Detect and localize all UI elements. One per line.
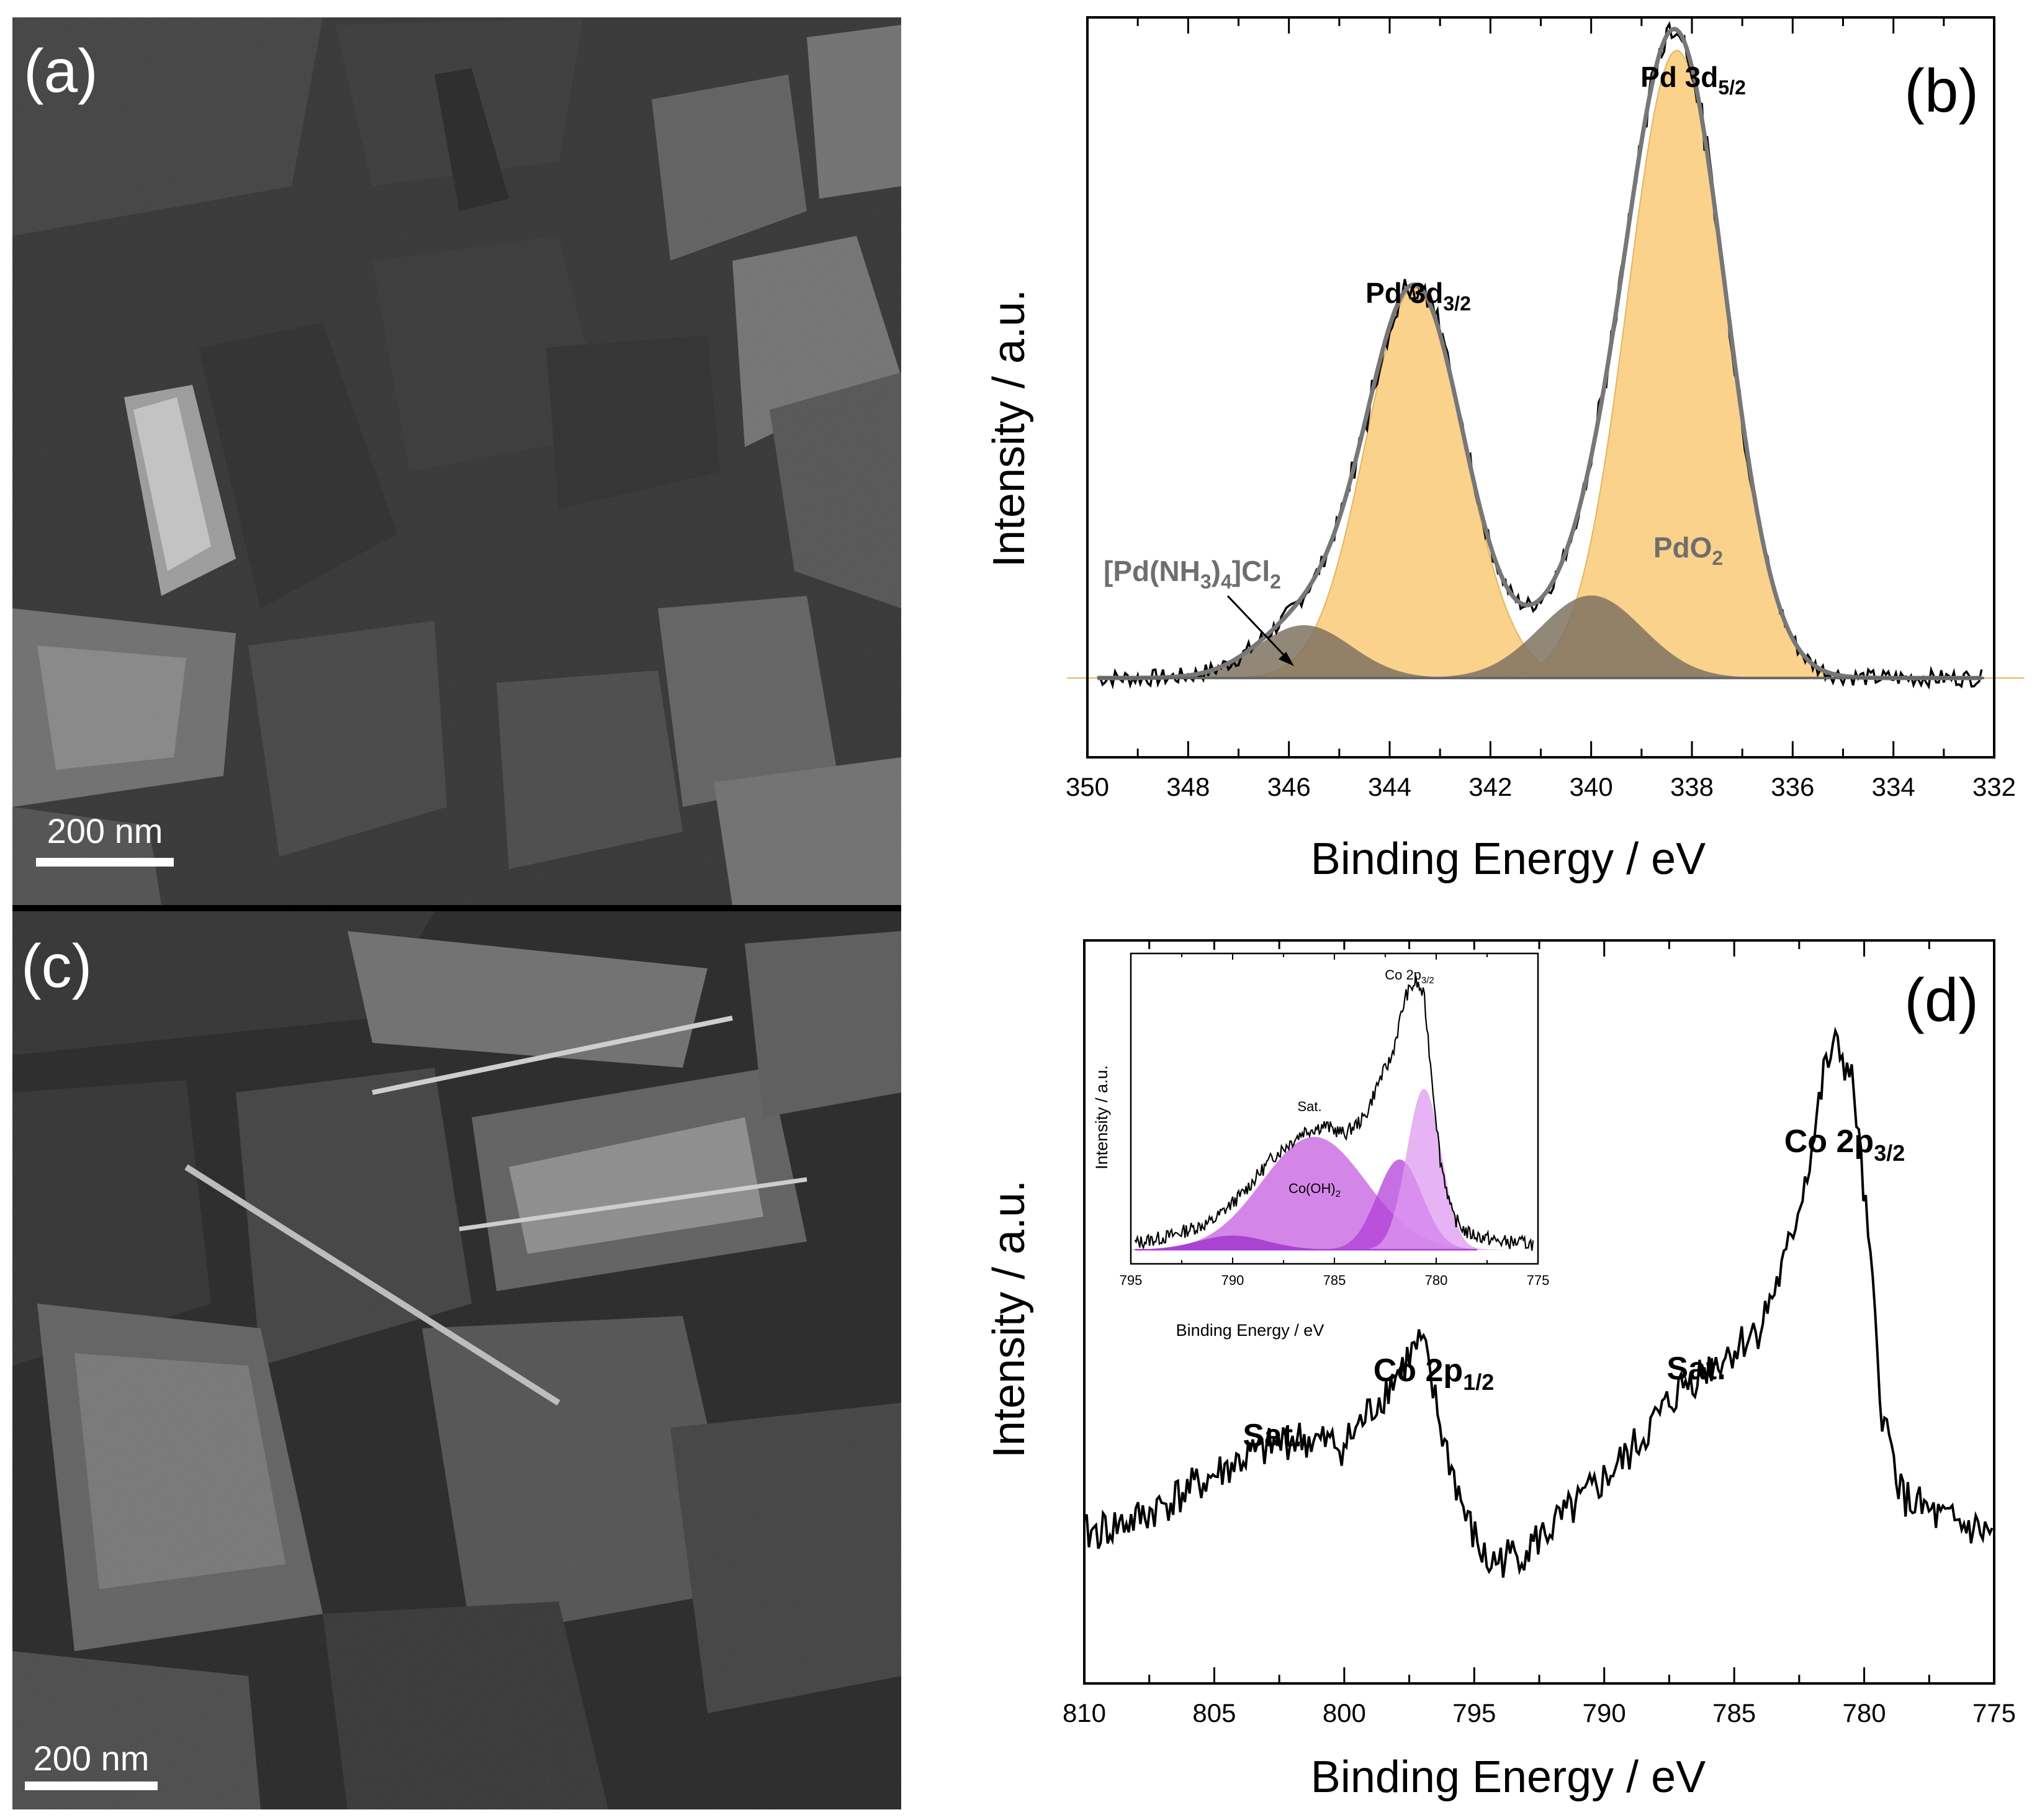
d-inset-component-fills bbox=[1131, 1089, 1538, 1250]
d-inset-label-cooh2: Co(OH)2 bbox=[1288, 1181, 1341, 1199]
d-x-tick-label: 785 bbox=[1712, 1698, 1756, 1728]
d-label-sat-left: Sat. bbox=[1243, 1418, 1302, 1454]
d-inset-x-tick-label: 780 bbox=[1425, 1273, 1448, 1288]
panel-label-d: (d) bbox=[1904, 966, 1979, 1034]
b-component-peak bbox=[971, 625, 1637, 678]
panel-label-b: (b) bbox=[1904, 56, 1979, 125]
d-inset-component-peak bbox=[1241, 1159, 1538, 1250]
d-x-axis-label: Binding Energy / eV bbox=[1311, 1752, 1706, 1802]
b-complex-arrowhead bbox=[1279, 652, 1294, 666]
chart-b: 350 348 346 344 342 340 338 336 334 332 (b) Pd 3d… bbox=[971, 16, 2025, 884]
b-label-pdo2: PdO2 bbox=[1653, 531, 1723, 569]
d-x-tick-label: 810 bbox=[1063, 1698, 1106, 1728]
b-x-tick-label: 336 bbox=[1771, 772, 1814, 801]
b-x-tick-label: 340 bbox=[1570, 772, 1613, 801]
b-label-pd3d52: Pd 3d5/2 bbox=[1640, 61, 1746, 99]
b-x-tick-label: 346 bbox=[1267, 772, 1311, 801]
d-x-ticks: 810 805 800 795 790 785 780 775 bbox=[1063, 940, 2016, 1728]
panel-label-a: (a) bbox=[24, 37, 98, 105]
b-x-ticks: 350 348 346 344 342 340 338 336 334 332 bbox=[1066, 17, 2016, 801]
b-x-tick-label: 344 bbox=[1368, 772, 1411, 801]
d-inset-component-peak bbox=[1131, 1235, 1477, 1250]
b-fit-envelope bbox=[1097, 27, 1982, 680]
scale-bar-label-c: 200 nm bbox=[34, 1739, 150, 1778]
b-x-tick-label: 350 bbox=[1066, 772, 1109, 801]
d-inset-label-co2p32: Co 2p3/2 bbox=[1385, 967, 1434, 986]
b-complex-arrow-line bbox=[1226, 595, 1288, 659]
d-inset-x-tick-label: 785 bbox=[1323, 1273, 1346, 1288]
panel-divider bbox=[12, 905, 901, 911]
d-x-tick-label: 780 bbox=[1843, 1698, 1886, 1728]
d-label-co2p32: Co 2p3/2 bbox=[1784, 1124, 1905, 1166]
sem-image-c: (c) 200 nm bbox=[12, 911, 901, 1809]
d-inset-x-axis-label: Binding Energy / eV bbox=[1176, 1321, 1324, 1340]
d-x-tick-label: 775 bbox=[1972, 1698, 2016, 1728]
d-label-sat-right: Sat. bbox=[1666, 1351, 1725, 1387]
b-x-tick-label: 342 bbox=[1468, 772, 1512, 801]
d-inset-component-peak bbox=[1131, 1137, 1538, 1250]
d-inset-label-sat: Sat. bbox=[1297, 1099, 1321, 1114]
d-inset-component-peak bbox=[1302, 1089, 1538, 1250]
d-inset-y-axis-label: Intensity / a.u. bbox=[1092, 1065, 1111, 1169]
b-y-axis-label: Intensity / a.u. bbox=[984, 289, 1034, 567]
sem-c-texture bbox=[12, 911, 901, 1809]
b-x-tick-label: 332 bbox=[1972, 772, 2016, 801]
scale-bar-a bbox=[36, 858, 174, 867]
sem-image-a: (a) 200 nm bbox=[12, 17, 901, 905]
d-inset-x-ticks: 795 790 785 780 775 bbox=[1120, 953, 1550, 1288]
d-raw-spectrum bbox=[1083, 1026, 1994, 1578]
d-label-co2p12: Co 2p1/2 bbox=[1374, 1353, 1495, 1395]
b-label-complex: [Pd(NH3)4]Cl2 bbox=[1104, 555, 1281, 593]
d-y-axis-label: Intensity / a.u. bbox=[984, 1180, 1034, 1458]
d-inset-x-tick-label: 775 bbox=[1527, 1273, 1550, 1288]
d-inset-x-tick-label: 790 bbox=[1221, 1273, 1244, 1288]
d-inset-raw-spectrum bbox=[1134, 975, 1534, 1251]
scale-bar-c bbox=[25, 1782, 158, 1790]
d-inset: 795 790 785 780 775 Co 2p3/2 Sat. Co(OH)2 Bi… bbox=[1092, 950, 1549, 1340]
b-x-tick-label: 334 bbox=[1872, 772, 1915, 801]
d-x-tick-label: 805 bbox=[1192, 1698, 1236, 1728]
d-inset-x-tick-label: 795 bbox=[1120, 1273, 1143, 1288]
panel-label-c: (c) bbox=[21, 932, 92, 1000]
b-component-peak bbox=[1228, 595, 1954, 678]
chart-d: 810 805 800 795 790 785 780 775 (d) Sat. Co 2p1… bbox=[984, 939, 2016, 1802]
b-x-tick-label: 338 bbox=[1670, 772, 1714, 801]
scale-bar-label-a: 200 nm bbox=[47, 811, 163, 850]
d-x-tick-label: 795 bbox=[1452, 1698, 1496, 1728]
d-x-tick-label: 800 bbox=[1323, 1698, 1366, 1728]
b-x-axis-label: Binding Energy / eV bbox=[1311, 834, 1706, 884]
b-x-tick-label: 348 bbox=[1166, 772, 1210, 801]
d-x-tick-label: 790 bbox=[1583, 1698, 1626, 1728]
sem-a-texture bbox=[12, 17, 901, 905]
b-label-pd3d32: Pd 3d3/2 bbox=[1365, 277, 1471, 315]
